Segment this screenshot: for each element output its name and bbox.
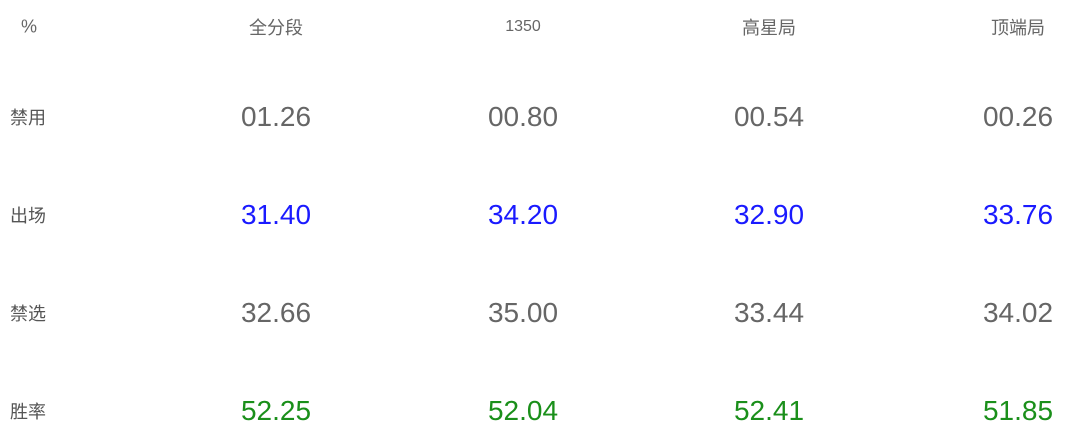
table-cell: 00.54 [733,101,805,132]
row-label: 禁选 [10,304,46,324]
table-cell: 52.25 [240,395,312,426]
table-cell: 34.02 [982,297,1054,328]
row-label: 禁用 [10,108,46,128]
table-cell: 00.80 [487,101,559,132]
column-header: 高星局 [742,18,796,38]
table-cell: 32.90 [733,199,805,230]
table-cell: 33.44 [733,297,805,328]
table-cell: 33.76 [982,199,1054,230]
column-header: 顶端局 [991,18,1045,38]
table-cell: 01.26 [240,101,312,132]
row-label: 出场 [10,206,46,226]
corner-percent-label: % [20,16,38,37]
table-cell: 51.85 [982,395,1054,426]
column-header: 1350 [505,18,541,35]
table-cell: 31.40 [240,199,312,230]
table-cell: 52.04 [487,395,559,426]
column-header: 全分段 [249,18,303,38]
table-cell: 52.41 [733,395,805,426]
table-cell: 32.66 [240,297,312,328]
table-cell: 00.26 [982,101,1054,132]
table-cell: 34.20 [487,199,559,230]
row-label: 胜率 [10,402,46,422]
table-cell: 35.00 [487,297,559,328]
